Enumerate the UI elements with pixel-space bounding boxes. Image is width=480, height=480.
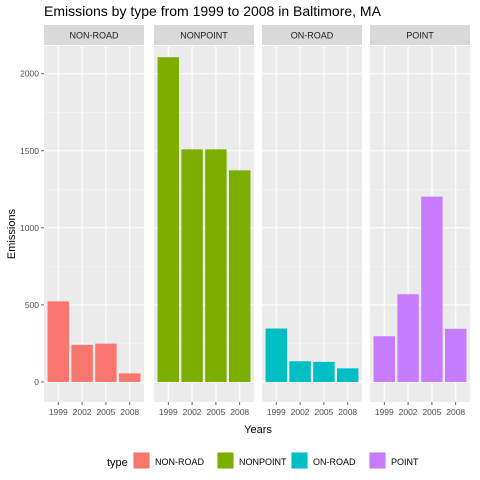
facet-strip — [154, 25, 254, 45]
x-tick-label: 2002 — [73, 407, 92, 417]
bar-point-1999 — [373, 336, 395, 382]
facet-strip — [262, 25, 362, 45]
x-tick-label: 2008 — [120, 407, 139, 417]
x-tick-label: 1999 — [267, 407, 286, 417]
x-tick-label: 2002 — [399, 407, 418, 417]
legend-item-point: POINT — [369, 452, 419, 469]
facet-panel-nonpoint: NONPOINT 1999 2002 2005 2008 — [154, 25, 254, 417]
facet-strip-label: ON-ROAD — [291, 31, 334, 41]
bar-point-2008 — [445, 328, 467, 382]
facet-strip — [370, 25, 470, 45]
legend-key-swatch — [217, 452, 234, 469]
facet-panel-non-road: NON-ROAD 1999 2002 2005 2008 — [44, 25, 144, 417]
legend-item-on-road: ON-ROAD — [291, 452, 356, 469]
x-tick-label: 2005 — [96, 407, 115, 417]
bar-on-road-2002 — [289, 361, 311, 382]
bar-non-road-1999 — [47, 301, 69, 382]
legend-key-swatch — [291, 452, 308, 469]
x-tick-label: 2005 — [206, 407, 225, 417]
facet-strip-label: POINT — [406, 31, 434, 41]
y-axis-label: Emissions — [6, 208, 18, 259]
y-tick-label: 2000 — [20, 69, 39, 79]
legend-item-label: NONPOINT — [239, 457, 287, 467]
y-tick-label: 1500 — [20, 146, 39, 156]
chart-title: Emissions by type from 1999 to 2008 in B… — [44, 3, 382, 19]
bar-nonpoint-1999 — [157, 57, 179, 382]
legend-title: type — [107, 457, 128, 469]
legend-item-nonpoint: NONPOINT — [217, 452, 287, 469]
x-tick-label: 2008 — [230, 407, 249, 417]
y-tick-label: 1000 — [20, 223, 39, 233]
bar-on-road-2008 — [337, 368, 359, 382]
y-axis: 0 500 1000 1500 2000 — [20, 69, 44, 387]
legend-item-non-road: NON-ROAD — [133, 452, 204, 469]
legend-key-swatch — [133, 452, 150, 469]
facet-panels: NON-ROAD 1999 2002 2005 2008 NONPOINT 1999 2002… — [44, 25, 470, 417]
bar-on-road-1999 — [265, 328, 287, 382]
facet-strip-label: NONPOINT — [180, 31, 228, 41]
bar-non-road-2008 — [119, 373, 141, 382]
bar-non-road-2002 — [71, 344, 93, 382]
x-tick-label: 2005 — [422, 407, 441, 417]
facet-panel-point: POINT 1999 2002 2005 2008 — [370, 25, 470, 417]
x-tick-label: 2008 — [338, 407, 357, 417]
bar-non-road-2005 — [95, 343, 117, 382]
bar-nonpoint-2002 — [181, 149, 203, 382]
legend-item-label: POINT — [391, 457, 419, 467]
x-tick-label: 1999 — [49, 407, 68, 417]
facet-strip — [44, 25, 144, 45]
bar-on-road-2005 — [313, 361, 335, 382]
bar-point-2002 — [397, 294, 419, 382]
x-tick-label: 2002 — [291, 407, 310, 417]
x-tick-label: 2002 — [183, 407, 202, 417]
x-tick-label: 2008 — [446, 407, 465, 417]
x-axis-label: Years — [244, 424, 272, 436]
y-tick-label: 0 — [34, 377, 39, 387]
legend-item-label: NON-ROAD — [155, 457, 204, 467]
facet-panel-on-road: ON-ROAD 1999 2002 2005 2008 — [262, 25, 362, 417]
facet-strip-label: NON-ROAD — [70, 31, 119, 41]
bar-point-2005 — [421, 196, 443, 382]
legend-item-label: ON-ROAD — [313, 457, 356, 467]
x-tick-label: 2005 — [314, 407, 333, 417]
x-tick-label: 1999 — [375, 407, 394, 417]
bar-nonpoint-2005 — [205, 149, 227, 382]
legend: type NON-ROAD NONPOINT ON-ROAD POINT — [107, 452, 419, 469]
y-tick-label: 500 — [25, 300, 39, 310]
bar-nonpoint-2008 — [229, 170, 251, 382]
legend-key-swatch — [369, 452, 386, 469]
x-tick-label: 1999 — [159, 407, 178, 417]
